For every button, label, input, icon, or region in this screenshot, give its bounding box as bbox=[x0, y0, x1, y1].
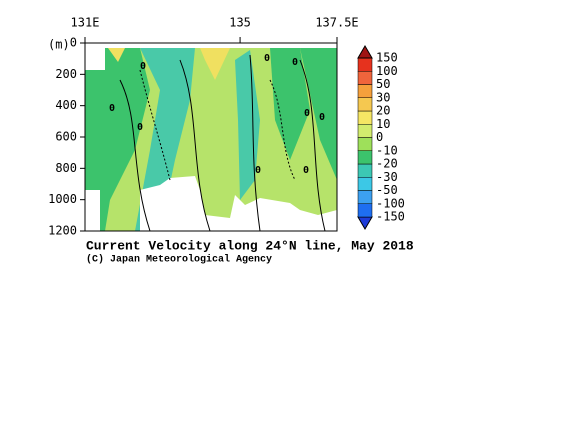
x-tick-label: 137.5E bbox=[315, 16, 358, 30]
colorbar-label: 30 bbox=[376, 90, 390, 104]
contour-label: 0 bbox=[264, 53, 270, 64]
x-tick-label: 135 bbox=[229, 16, 251, 30]
contour-label: 0 bbox=[137, 122, 143, 133]
contour-label: 0 bbox=[255, 165, 261, 176]
colorbar-segment bbox=[357, 71, 373, 85]
y-tick-label: 1000 bbox=[48, 192, 77, 206]
colorbar-segment bbox=[357, 124, 373, 138]
colorbar-label: -150 bbox=[376, 210, 405, 224]
y-tick-label: 600 bbox=[55, 130, 77, 144]
colorbar-label: 20 bbox=[376, 104, 390, 118]
y-tick-label: 800 bbox=[55, 161, 77, 175]
contour-label: 0 bbox=[304, 108, 310, 119]
y-axis-label: (m) bbox=[48, 38, 70, 52]
colorbar-segment bbox=[357, 97, 373, 112]
colorbar-segment bbox=[357, 163, 373, 178]
y-tick-label: 200 bbox=[55, 67, 77, 81]
colorbar-segment bbox=[357, 110, 373, 125]
chart-title: Current Velocity along 24°N line, May 20… bbox=[86, 238, 414, 253]
contour-label: 0 bbox=[292, 57, 298, 68]
colorbar-label: -20 bbox=[376, 157, 398, 171]
colorbar-segment bbox=[357, 57, 373, 72]
colorbar-label: 100 bbox=[376, 64, 398, 78]
colorbar-end bbox=[357, 216, 373, 230]
colorbar-label: 10 bbox=[376, 117, 390, 131]
colorbar-label: -100 bbox=[376, 196, 405, 210]
y-tick-label: 400 bbox=[55, 98, 77, 112]
contour-label: 0 bbox=[140, 61, 146, 72]
contour-label: 0 bbox=[319, 112, 325, 123]
colorbar-segment bbox=[357, 84, 373, 98]
contour-label: 0 bbox=[303, 165, 309, 176]
colorbar-segment bbox=[357, 150, 373, 165]
colorbar-segment bbox=[357, 137, 373, 151]
credit: (C) Japan Meteorological Agency bbox=[86, 254, 272, 266]
colorbar-label: 0 bbox=[376, 130, 383, 144]
colorbar-segment bbox=[357, 190, 373, 204]
colorbar-segment bbox=[357, 203, 373, 218]
y-tick-label: 1200 bbox=[48, 224, 77, 238]
colorbar-label: 50 bbox=[376, 77, 390, 91]
colorbar-label: 150 bbox=[376, 51, 398, 65]
colorbar-end bbox=[357, 45, 373, 59]
colorbar-label: -50 bbox=[376, 183, 398, 197]
x-tick-label: 131E bbox=[71, 16, 100, 30]
contour-label: 0 bbox=[109, 103, 115, 114]
colorbar-label: -10 bbox=[376, 143, 398, 157]
contour-field bbox=[85, 43, 337, 231]
colorbar-segment bbox=[357, 177, 373, 191]
y-tick-label: 0 bbox=[70, 36, 77, 50]
colorbar-label: -30 bbox=[376, 170, 398, 184]
